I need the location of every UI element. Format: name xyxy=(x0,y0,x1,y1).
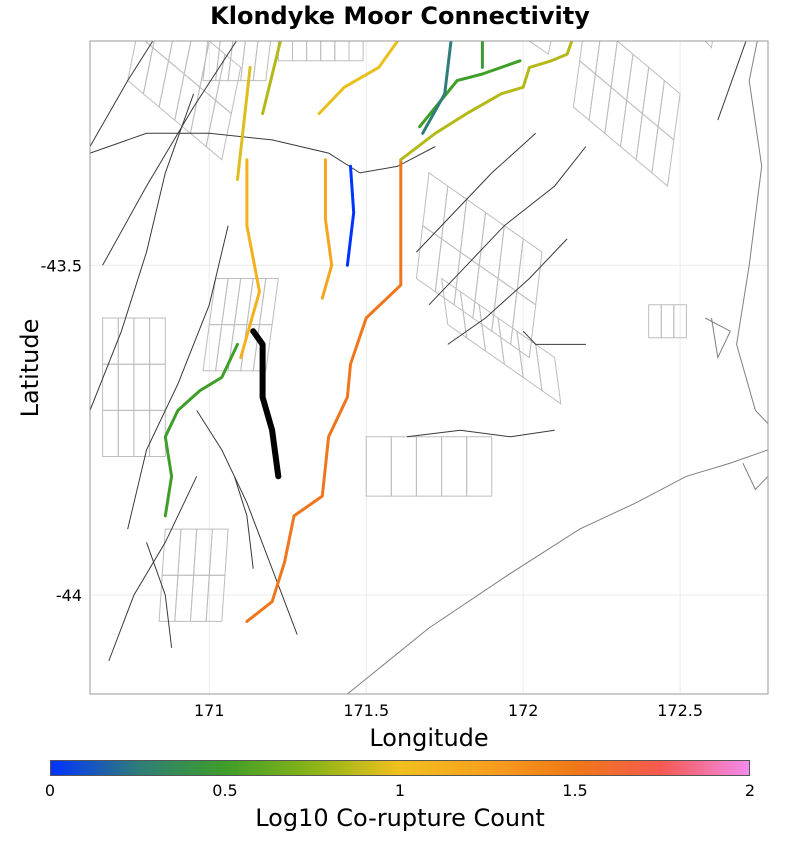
colorbar-tick-label: 2 xyxy=(744,781,756,800)
coastline xyxy=(704,317,731,360)
subsection-cell xyxy=(535,343,562,405)
colorbar-tick-label: 1 xyxy=(394,781,406,800)
connected-fault xyxy=(320,158,334,300)
fault-trace xyxy=(90,41,154,147)
fault-trace xyxy=(416,132,537,253)
fault-trace xyxy=(90,132,436,174)
source-fault-klondyke-moor xyxy=(250,328,282,480)
subsection-grids xyxy=(102,41,713,622)
y-axis-label: Latitude xyxy=(16,318,44,418)
fault-trace xyxy=(522,330,586,345)
subsection-cell xyxy=(348,41,364,62)
fault-trace xyxy=(146,542,173,648)
subsection-cell xyxy=(205,574,226,622)
fault-trace xyxy=(428,146,587,306)
fault-trace xyxy=(102,41,238,266)
fault-trace xyxy=(196,410,298,635)
connected-fault xyxy=(239,158,261,360)
subsection-cell xyxy=(528,41,552,56)
colorbar-tick-label: 1.5 xyxy=(562,781,588,800)
fault-trace xyxy=(127,225,229,530)
subsection-cell xyxy=(252,41,272,82)
connected-fault xyxy=(236,65,252,181)
fault-traces xyxy=(90,41,747,662)
colorbar xyxy=(50,760,750,776)
subsection-cell xyxy=(673,304,687,339)
subsection-cell xyxy=(466,436,493,497)
fault-trace xyxy=(108,476,198,662)
coastline xyxy=(736,41,768,424)
chart-title: Klondyke Moor Connectivity xyxy=(210,2,590,30)
subsection-cell xyxy=(205,99,232,161)
colorbar-tick-label: 0 xyxy=(44,781,56,800)
fault-trace xyxy=(90,93,195,411)
connected-fault xyxy=(421,41,453,135)
connected-fault xyxy=(163,342,239,518)
subsection-cell xyxy=(651,125,675,188)
connected-faults xyxy=(163,41,574,623)
colorbar-tick-label: 0.5 xyxy=(212,781,238,800)
connected-fault xyxy=(317,41,400,116)
colorbar-label: Log10 Co-rupture Count xyxy=(255,804,545,832)
fault-trace xyxy=(447,238,568,345)
y-tick-label: -43.5 xyxy=(41,256,82,275)
y-tick-label: -44 xyxy=(56,586,82,605)
x-axis-label: Longitude xyxy=(369,724,489,752)
connected-fault xyxy=(261,41,283,116)
subsection-cell xyxy=(704,41,713,49)
subsection-cell xyxy=(510,290,537,359)
coastlines xyxy=(347,41,768,694)
connected-fault xyxy=(399,41,574,162)
gridlines xyxy=(90,41,768,694)
source-fault xyxy=(250,328,282,480)
fault-trace xyxy=(233,476,254,569)
x-tick-label: 172 xyxy=(508,701,539,720)
plot-frame xyxy=(89,40,769,695)
x-tick-label: 171.5 xyxy=(343,701,389,720)
x-tick-label: 171 xyxy=(194,701,225,720)
subsection-cell xyxy=(252,324,273,372)
connected-fault xyxy=(245,158,403,623)
subsection-cell xyxy=(149,409,166,457)
x-tick-label: 172.5 xyxy=(657,701,703,720)
coastline xyxy=(347,449,768,694)
fault-trace xyxy=(406,429,555,438)
connected-fault xyxy=(345,164,356,267)
coastline xyxy=(742,462,768,491)
